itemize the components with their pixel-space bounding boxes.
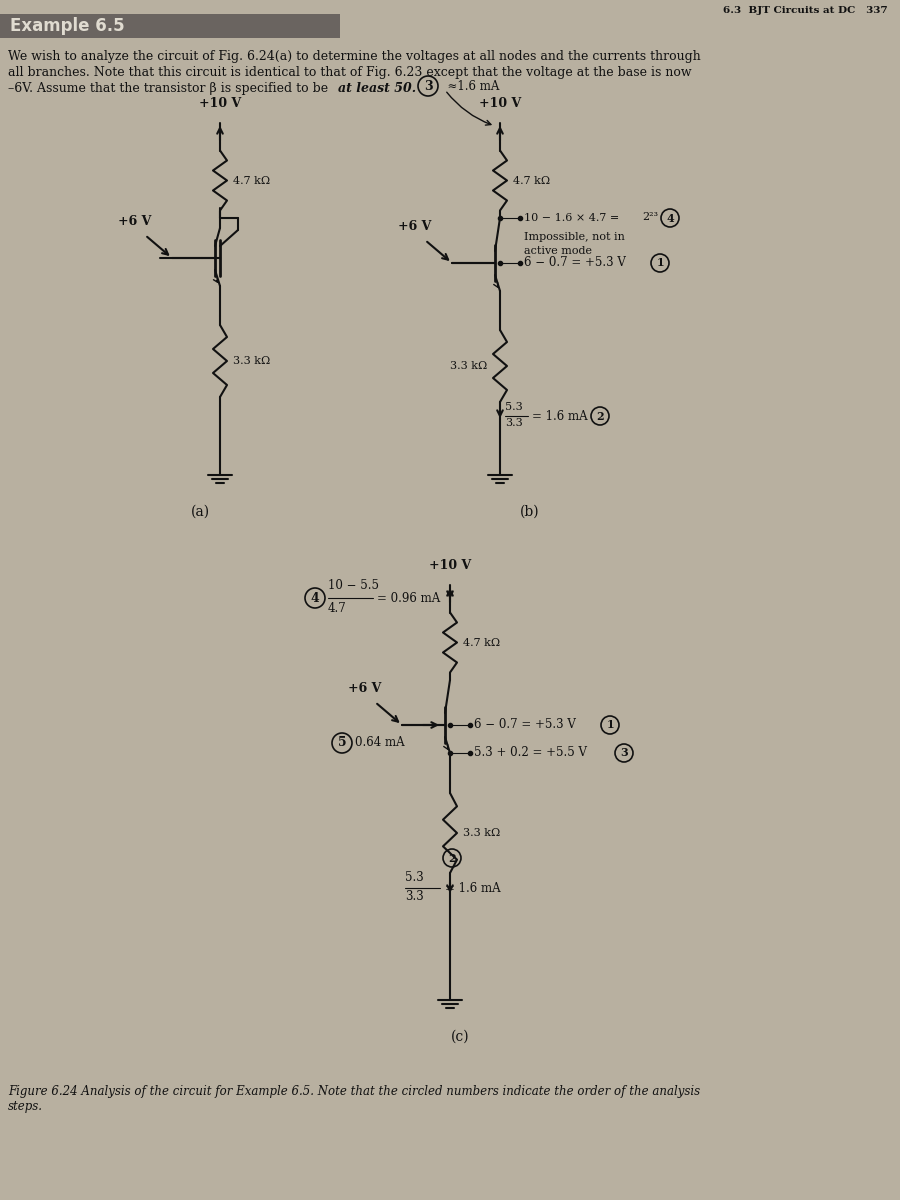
FancyBboxPatch shape bbox=[0, 14, 340, 38]
Text: 3.3: 3.3 bbox=[505, 418, 523, 428]
Text: Example 6.5: Example 6.5 bbox=[10, 17, 124, 35]
Text: 4.7: 4.7 bbox=[328, 602, 346, 614]
Text: (a): (a) bbox=[191, 505, 210, 518]
Text: 1: 1 bbox=[607, 720, 614, 731]
Text: 5.3 + 0.2 = +5.5 V: 5.3 + 0.2 = +5.5 V bbox=[474, 746, 587, 760]
Text: 4.7 kΩ: 4.7 kΩ bbox=[513, 175, 550, 186]
Text: 4: 4 bbox=[666, 212, 674, 223]
Text: +10 V: +10 V bbox=[429, 559, 471, 572]
Text: +6 V: +6 V bbox=[118, 215, 152, 228]
Text: 6.3  BJT Circuits at DC   337: 6.3 BJT Circuits at DC 337 bbox=[724, 6, 888, 14]
Text: 3.3 kΩ: 3.3 kΩ bbox=[450, 361, 487, 371]
Text: = 1.6 mA: = 1.6 mA bbox=[445, 882, 500, 894]
Text: ≈1.6 mA: ≈1.6 mA bbox=[440, 79, 500, 92]
Text: all branches. Note that this circuit is identical to that of Fig. 6.23 except th: all branches. Note that this circuit is … bbox=[8, 66, 691, 79]
Text: 2²³: 2²³ bbox=[642, 212, 658, 222]
Text: 10 − 5.5: 10 − 5.5 bbox=[328, 578, 379, 592]
Text: 4.7 kΩ: 4.7 kΩ bbox=[463, 637, 500, 648]
Text: (c): (c) bbox=[451, 1030, 469, 1044]
Text: Figure 6.24 Analysis of the circuit for Example 6.5. Note that the circled numbe: Figure 6.24 Analysis of the circuit for … bbox=[8, 1085, 700, 1098]
Text: 3: 3 bbox=[620, 748, 628, 758]
Text: 3.3: 3.3 bbox=[405, 890, 424, 902]
Text: 6 − 0.7 = +5.3 V: 6 − 0.7 = +5.3 V bbox=[524, 257, 626, 270]
Text: 3.3 kΩ: 3.3 kΩ bbox=[463, 828, 500, 838]
Text: –6V. Assume that the transistor β is specified to be: –6V. Assume that the transistor β is spe… bbox=[8, 82, 332, 95]
Text: 1: 1 bbox=[656, 258, 664, 269]
Text: 5: 5 bbox=[338, 737, 346, 750]
Text: +10 V: +10 V bbox=[479, 97, 521, 110]
Text: +6 V: +6 V bbox=[348, 682, 382, 695]
Text: 6 − 0.7 = +5.3 V: 6 − 0.7 = +5.3 V bbox=[474, 719, 576, 732]
Text: = 1.6 mA: = 1.6 mA bbox=[532, 409, 588, 422]
Text: Impossible, not in: Impossible, not in bbox=[524, 232, 625, 242]
Text: (b): (b) bbox=[520, 505, 540, 518]
Text: 5.3: 5.3 bbox=[405, 871, 424, 884]
Text: 10 − 1.6 × 4.7 =: 10 − 1.6 × 4.7 = bbox=[524, 214, 623, 223]
Text: We wish to analyze the circuit of Fig. 6.24(a) to determine the voltages at all : We wish to analyze the circuit of Fig. 6… bbox=[8, 50, 701, 62]
Text: at least 50.: at least 50. bbox=[338, 82, 416, 95]
Text: 3: 3 bbox=[424, 79, 432, 92]
Text: +10 V: +10 V bbox=[199, 97, 241, 110]
Text: +6 V: +6 V bbox=[399, 220, 432, 233]
Text: 4.7 kΩ: 4.7 kΩ bbox=[233, 175, 270, 186]
Text: 5.3: 5.3 bbox=[505, 402, 523, 412]
Text: steps.: steps. bbox=[8, 1100, 43, 1114]
Text: active mode: active mode bbox=[524, 246, 592, 256]
Text: 2: 2 bbox=[596, 410, 604, 421]
Text: 4: 4 bbox=[310, 592, 320, 605]
Text: 3.3 kΩ: 3.3 kΩ bbox=[233, 356, 270, 366]
Text: = 0.96 mA: = 0.96 mA bbox=[377, 592, 440, 605]
Text: 2: 2 bbox=[448, 852, 455, 864]
Text: 0.64 mA: 0.64 mA bbox=[355, 737, 405, 750]
